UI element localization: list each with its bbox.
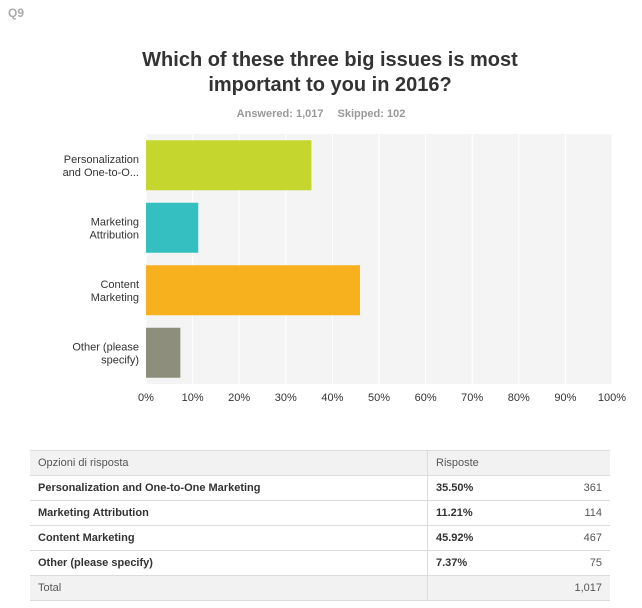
total-label: Total (30, 575, 428, 601)
x-tick-label: 100% (598, 392, 626, 404)
x-tick-label: 10% (182, 392, 204, 404)
table-header-row: Opzioni di risposta Risposte (30, 450, 610, 476)
y-category-label: and One-to-O... (63, 167, 139, 179)
x-tick-label: 80% (508, 392, 530, 404)
chart-title-line-1: Which of these three big issues is most (142, 49, 518, 71)
x-tick-label: 60% (415, 392, 437, 404)
table-row: Personalization and One-to-One Marketing… (30, 475, 610, 501)
y-category-label: specify) (101, 354, 139, 366)
row-count: 114 (524, 500, 610, 526)
row-percent: 7.37% (427, 550, 524, 576)
row-percent: 11.21% (427, 500, 524, 526)
row-label: Content Marketing (30, 525, 428, 551)
row-count: 75 (524, 550, 610, 576)
header-responses: Risposte (427, 450, 524, 476)
chart-title: Which of these three big issues is most … (20, 48, 640, 98)
x-tick-label: 70% (461, 392, 483, 404)
row-label: Marketing Attribution (30, 500, 428, 526)
responses-table: Opzioni di risposta Risposte Personaliza… (30, 450, 610, 601)
bar-chart: 0% 10% 20% 30% 40% 50% 60% 70% 80% 90% 100% Persona… (63, 134, 626, 404)
total-count: 1,017 (524, 575, 610, 601)
x-tick-label: 50% (368, 392, 390, 404)
y-category-label: Marketing (91, 216, 139, 228)
row-percent: 35.50% (427, 475, 524, 501)
table-total-row: Total 1,017 (30, 575, 610, 601)
row-label: Personalization and One-to-One Marketing (30, 475, 428, 501)
row-count: 361 (524, 475, 610, 501)
answered-count: Answered: 1,017 (236, 108, 324, 120)
question-number: Q9 (8, 6, 25, 20)
row-count: 467 (524, 525, 610, 551)
y-category-label: Marketing (91, 292, 139, 304)
x-tick-label: 30% (275, 392, 297, 404)
x-tick-label: 40% (321, 392, 343, 404)
x-tick-label: 90% (554, 392, 576, 404)
header-count (524, 450, 610, 476)
y-category-label: Other (please (72, 341, 139, 353)
y-category-label: Content (100, 279, 139, 291)
row-percent: 45.92% (427, 525, 524, 551)
x-tick-label: 20% (228, 392, 250, 404)
total-percent (427, 575, 524, 601)
table-row: Marketing Attribution 11.21% 114 (30, 500, 610, 526)
bar (146, 202, 199, 253)
bar (146, 327, 181, 378)
chart-title-line-2: important to you in 2016? (208, 74, 452, 96)
table-row: Other (please specify) 7.37% 75 (30, 550, 610, 576)
y-category-label: Personalization (64, 154, 139, 166)
y-category-label: Attribution (89, 229, 139, 241)
bar (146, 265, 360, 316)
x-tick-label: 0% (138, 392, 154, 404)
table-row: Content Marketing 45.92% 467 (30, 525, 610, 551)
skipped-count: Skipped: 102 (337, 108, 406, 120)
row-label: Other (please specify) (30, 550, 428, 576)
response-stats: Answered: 1,017 Skipped: 102 (0, 108, 642, 120)
header-answer-options: Opzioni di risposta (30, 450, 428, 476)
bar (146, 140, 312, 191)
